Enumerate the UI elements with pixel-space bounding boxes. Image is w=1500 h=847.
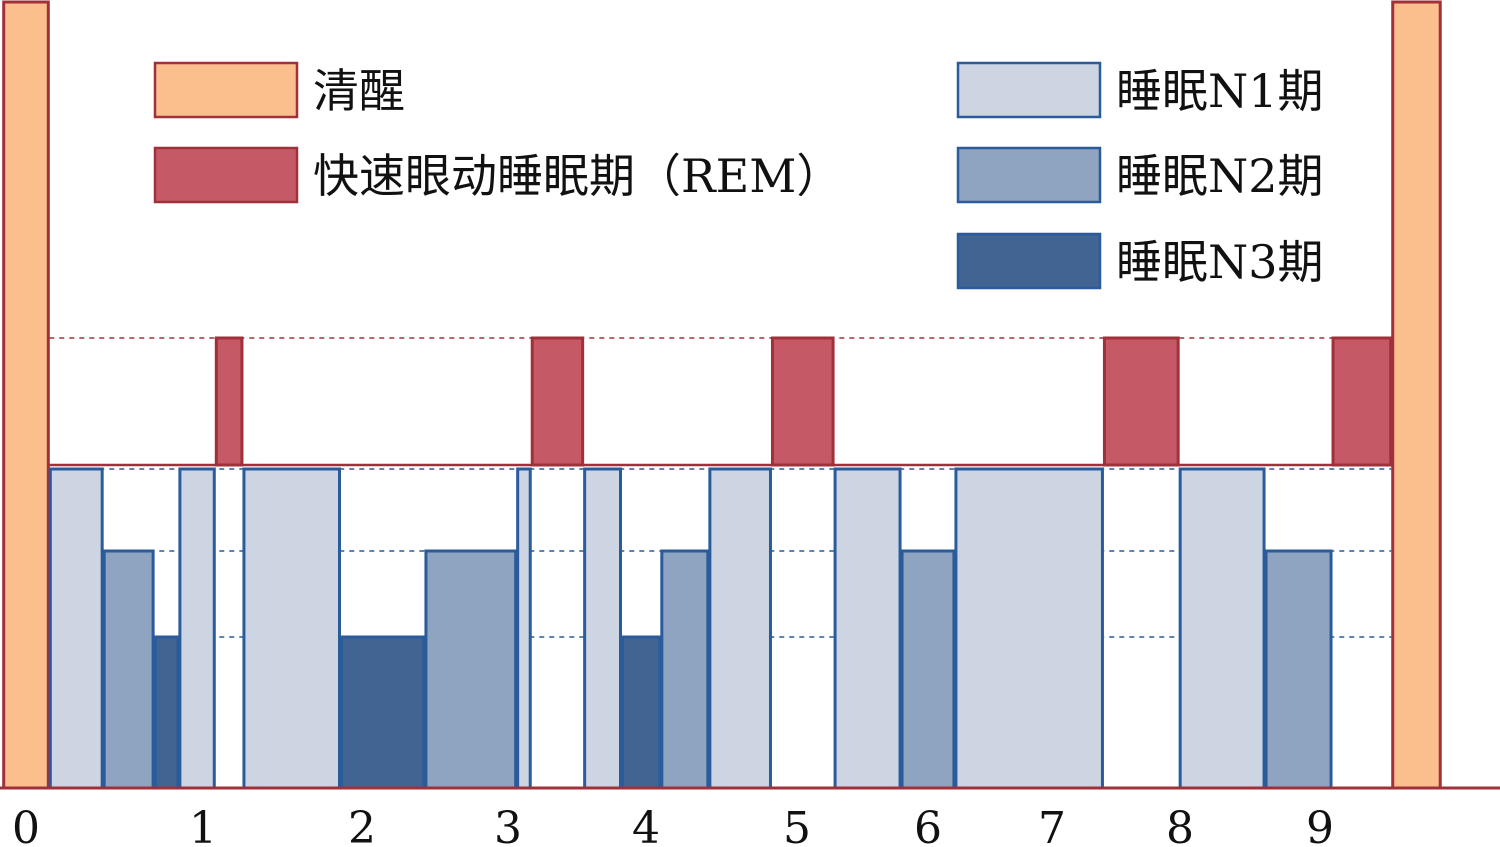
legend-label-n3: 睡眠N3期 [1116,235,1324,289]
segments [2,0,1442,790]
legend-swatch-wake [153,61,299,119]
legend-swatch-n1 [956,61,1102,119]
legend-label-n2: 睡眠N2期 [1116,149,1324,203]
segment-n1 [954,467,1104,790]
segment-n1 [583,467,623,790]
segment-n1 [516,467,532,790]
x-tick-label: 5 [783,803,811,847]
segment-n2 [424,549,518,790]
segment-n1 [1178,467,1266,790]
legend-label-wake: 清醒 [313,64,405,118]
legend-swatch-rem [153,146,299,204]
segment-n3 [621,635,662,790]
segment-rem [1102,336,1180,467]
segment-n2 [102,549,155,790]
x-tick-label: 3 [494,803,522,847]
segment-n1 [242,467,341,790]
x-tick-label: 2 [348,803,376,847]
segment-n1 [178,467,216,790]
segment-n1 [708,467,772,790]
x-tick-label: 1 [189,803,217,847]
x-tick-label: 0 [12,803,40,847]
segment-n2 [660,549,710,790]
x-tick-label: 4 [632,803,660,847]
segment-n3 [339,635,426,790]
segment-rem [1331,336,1393,467]
x-tick-label: 9 [1306,803,1334,847]
segment-rem [530,336,585,467]
segment-n1 [48,467,104,790]
segment-rem [214,336,244,467]
x-tick-labels: 0 1 2 3 4 5 6 7 8 9 [12,803,1334,847]
segment-n3 [153,635,180,790]
legend-swatch-n3 [956,232,1102,290]
x-tick-label: 7 [1038,803,1066,847]
legend-label-n1: 睡眠N1期 [1116,64,1324,118]
x-tick-label: 6 [914,803,942,847]
segment-rem [770,336,835,467]
segment-n2 [1264,549,1333,790]
segment-n2 [900,549,956,790]
segment-wake [1391,0,1442,790]
segment-n1 [833,467,902,790]
segment-wake [2,0,50,790]
legend-label-rem: 快速眼动睡眠期（REM） [313,149,842,203]
x-tick-label: 8 [1166,803,1194,847]
legend-swatch-n2 [956,146,1102,204]
